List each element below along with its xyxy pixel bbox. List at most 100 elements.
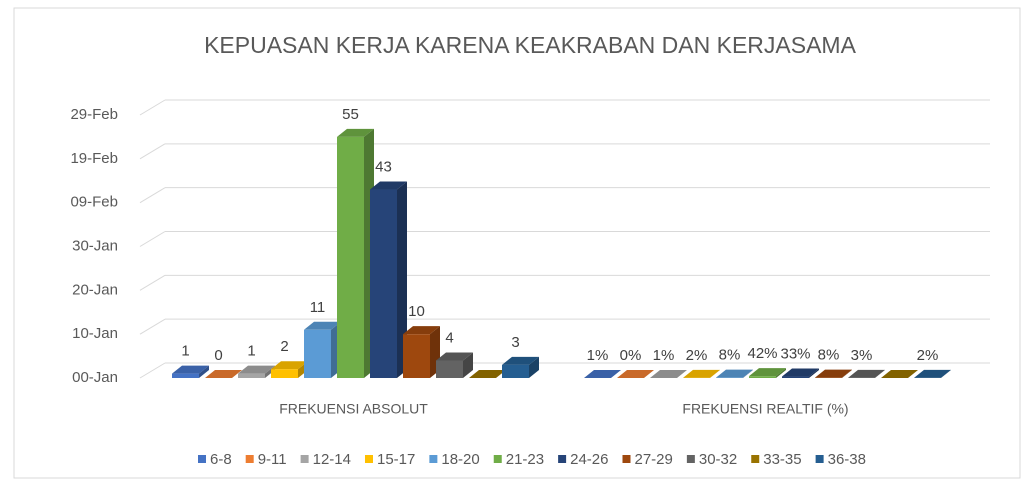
data-label: 33% [780,346,810,363]
bar [683,369,720,378]
legend-label: 30-32 [699,451,737,468]
bar [815,369,852,378]
data-label: 8% [719,347,741,364]
grid-line-side [139,362,166,379]
bar-top [650,369,687,378]
legend-marker [364,455,373,463]
legend-label: 15-17 [377,451,415,468]
bar-front [749,376,776,378]
y-tick-label: 30-Jan [72,237,118,254]
bar-top [172,365,209,374]
bar [782,368,819,378]
bar-side [529,356,539,378]
bar-front [436,360,463,378]
bar-side [710,369,720,378]
bar-side [463,352,473,378]
bar [914,369,951,378]
x-tick-label: FREKUENSI ABSOLUT [279,401,428,417]
bar-side [842,369,852,378]
bar-top [782,368,819,377]
data-label: 1 [247,343,255,360]
bar-side [875,369,885,378]
data-label: 3% [851,347,873,364]
y-tick-label: 20-Jan [72,281,118,298]
bar-top [914,369,951,378]
legend-label: 36-38 [828,451,866,468]
data-label: 2% [686,347,708,364]
bar-side [397,181,407,378]
bar-top [469,370,506,378]
bar-top [716,369,753,378]
data-label: 2 [280,338,288,355]
bar-side [199,365,209,378]
bar-top [205,370,242,378]
data-label: 10 [408,303,425,320]
data-label: 4 [445,329,453,346]
bar-top [617,370,654,378]
data-label: 0% [620,347,642,364]
y-tick-label: 00-Jan [72,369,118,386]
bar-top [848,369,885,378]
legend-marker [815,455,824,463]
data-label: 43 [375,158,392,175]
bar-top [403,326,440,335]
bar-top [683,369,720,378]
legend-label: 33-35 [763,451,801,468]
bar-front [370,189,397,378]
data-label: 1 [181,343,189,360]
bar [584,369,621,378]
bar-front [782,376,809,378]
data-label: 42% [747,345,777,362]
data-label: 2% [917,347,939,364]
legend-marker [622,455,631,463]
grid-line-side [139,143,166,160]
bar [370,181,407,378]
legend-marker [751,455,760,463]
legend-marker [198,455,207,463]
legend-label: 6-8 [210,451,232,468]
data-label: 1% [587,347,609,364]
bar [337,128,374,378]
legend-marker [429,455,438,463]
bar-top [881,370,918,378]
bar [749,368,786,378]
bar-top [304,321,341,330]
bar-front [502,364,529,378]
y-tick-label: 19-Feb [70,150,118,167]
grid-line-side [139,187,166,204]
grid-line-side [139,231,166,247]
bar [617,370,654,378]
legend-label: 24-26 [570,451,608,468]
bar [650,369,687,378]
bar [848,369,885,378]
data-label: 55 [342,106,359,123]
y-tick-label: 10-Jan [72,325,118,342]
grid-line-side [139,274,166,291]
bar-top [815,369,852,378]
bar-top [584,369,621,378]
legend-marker [558,455,567,463]
legend-label: 21-23 [506,451,544,468]
bar-front [337,136,364,378]
bar-front [304,329,331,378]
legend-label: 27-29 [634,451,672,468]
bar-top [436,352,473,361]
bar-front [271,369,298,378]
bar [469,370,506,378]
bar-front [172,373,199,378]
bar [403,326,440,378]
legend-label: 12-14 [313,451,351,468]
x-tick-label: FREKUENSI REALTIF (%) [682,401,848,417]
bar-front [238,373,265,378]
bar-top [271,361,308,370]
bar-top [370,181,407,190]
y-tick-label: 09-Feb [70,194,118,211]
data-label: 11 [310,299,326,316]
bar-top [502,356,539,365]
legend-label: 18-20 [441,451,479,468]
bar [436,352,473,378]
bar-front [403,334,430,378]
grid-line-side [139,99,166,116]
grid-line-side [139,318,166,335]
